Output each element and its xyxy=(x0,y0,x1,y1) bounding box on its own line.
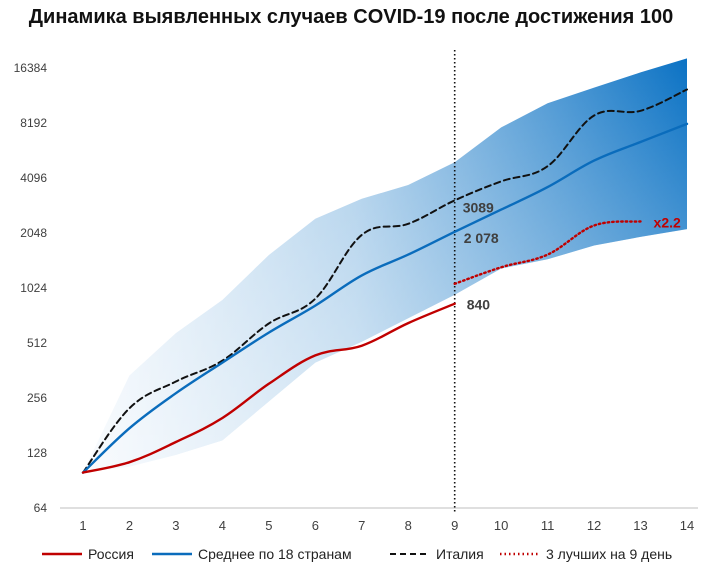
x-tick-label: 6 xyxy=(312,518,319,533)
series-line-1 xyxy=(81,122,689,474)
x-tick-label: 14 xyxy=(680,518,694,533)
legend-label: Среднее по 18 странам xyxy=(198,546,352,562)
y-tick-label: 1024 xyxy=(20,281,47,295)
y-tick-label: 16384 xyxy=(14,61,48,75)
series-line-3 xyxy=(453,220,642,285)
x-tick-label: 7 xyxy=(358,518,365,533)
legend-label: Италия xyxy=(436,546,484,562)
data-label: x2.2 xyxy=(654,214,681,230)
series-line-2 xyxy=(82,88,688,474)
y-tick-label: 256 xyxy=(27,391,47,405)
y-tick-label: 512 xyxy=(27,336,47,350)
x-tick-label: 8 xyxy=(405,518,412,533)
x-tick-label: 12 xyxy=(587,518,601,533)
legend-label: Россия xyxy=(88,546,134,562)
x-tick-label: 4 xyxy=(219,518,226,533)
y-tick-label: 128 xyxy=(27,446,47,460)
y-tick-label: 64 xyxy=(34,501,48,515)
series-line-0 xyxy=(81,302,456,474)
chart-title: Динамика выявленных случаев COVID-19 пос… xyxy=(28,6,674,28)
y-tick-label: 4096 xyxy=(20,171,47,185)
y-tick-label: 2048 xyxy=(20,226,47,240)
data-label: 840 xyxy=(467,297,491,313)
x-tick-label: 1 xyxy=(79,518,86,533)
x-tick-label: 2 xyxy=(126,518,133,533)
legend-label: 3 лучших на 9 день xyxy=(546,546,672,562)
x-tick-label: 9 xyxy=(451,518,458,533)
data-label: 3089 xyxy=(463,199,494,215)
data-label: 2 078 xyxy=(464,230,499,246)
x-tick-label: 5 xyxy=(265,518,272,533)
x-tick-label: 10 xyxy=(494,518,508,533)
x-tick-label: 13 xyxy=(633,518,647,533)
x-tick-label: 3 xyxy=(172,518,179,533)
x-tick-label: 11 xyxy=(541,518,555,533)
y-tick-label: 8192 xyxy=(20,116,47,130)
